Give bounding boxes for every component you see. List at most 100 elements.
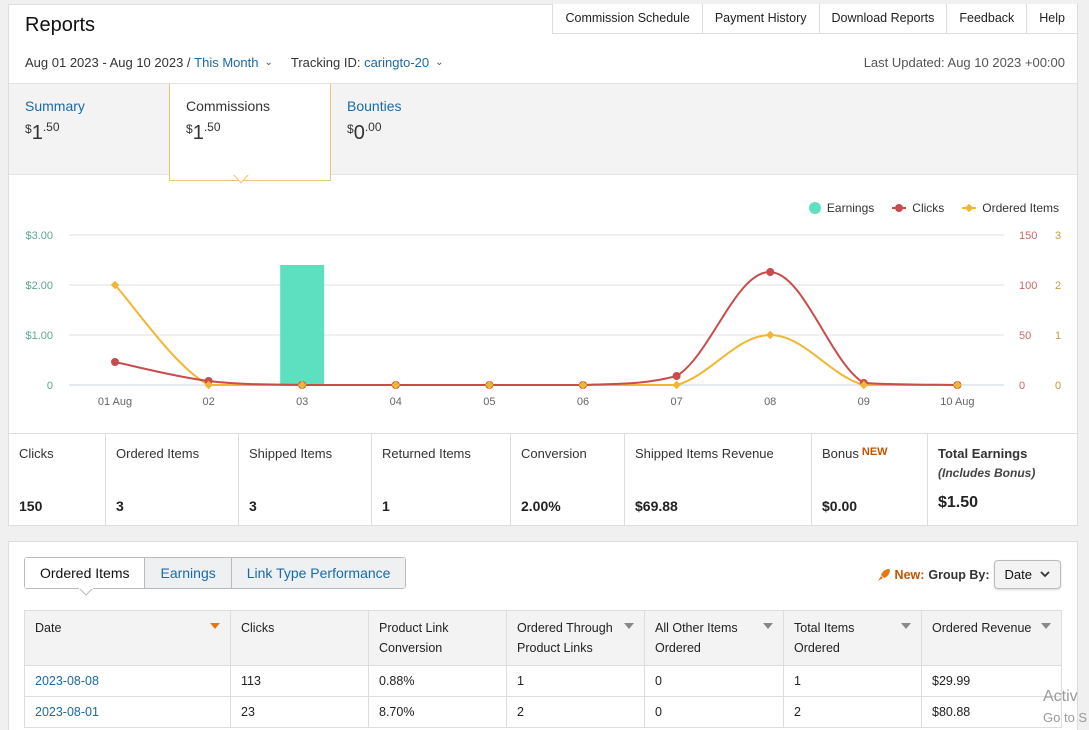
x-tick-label: 05: [483, 396, 495, 408]
ordered-items-point: [765, 330, 775, 340]
cell-conversion: 8.70%: [368, 696, 507, 728]
last-updated: Last Updated: Aug 10 2023 +00:00: [863, 55, 1065, 70]
stat-total-earnings: Total Earnings (Includes Bonus) $1.50: [938, 446, 1036, 511]
cell-revenue: $80.88: [921, 696, 1062, 728]
group-by-select[interactable]: Date: [993, 560, 1061, 589]
reports-panel: Reports Commission Schedule Payment Hist…: [8, 4, 1078, 526]
clicks-tick-label: 150: [1019, 230, 1037, 242]
earnings-bar: [280, 265, 325, 385]
nav-feedback[interactable]: Feedback: [946, 4, 1027, 33]
date-range: Aug 01 2023 - Aug 10 2023 /: [25, 55, 191, 70]
col-product-link-conversion[interactable]: Product Link Conversion: [368, 610, 507, 666]
tab-amount: $0.00: [347, 120, 382, 144]
x-tick-label: 09: [858, 396, 870, 408]
tracking-id-dropdown[interactable]: caringto-20: [364, 55, 430, 70]
tab-summary[interactable]: Summary $1.50: [9, 84, 169, 174]
sort-caret-icon[interactable]: [763, 623, 773, 629]
col-total-items[interactable]: Total Items Ordered: [783, 610, 922, 666]
clicks-tick-label: 0: [1019, 380, 1025, 392]
ordered-items-point: [578, 380, 588, 390]
active-report-tab-pointer-icon: [79, 588, 93, 596]
stat-bonus: Bonus NEW $0.00: [812, 434, 928, 525]
cell-clicks: 113: [230, 665, 369, 697]
stat-ordered-items: Ordered Items 3: [106, 434, 239, 525]
chevron-down-icon[interactable]: ⌄: [264, 57, 273, 68]
sort-caret-icon[interactable]: [1041, 623, 1051, 629]
sort-caret-icon[interactable]: [624, 623, 634, 629]
cell-ordered-through: 2: [506, 696, 645, 728]
activate-windows-watermark: Activ Go to S: [1043, 688, 1088, 725]
y-tick-label: $3.00: [25, 230, 53, 242]
report-tabs: Ordered Items Earnings Link Type Perform…: [24, 557, 407, 589]
tab-bounties[interactable]: Bounties $0.00: [331, 84, 491, 174]
tab-commissions[interactable]: Commissions $1.50: [169, 84, 331, 181]
new-label: New:: [894, 567, 925, 582]
page-title: Reports: [25, 14, 96, 36]
rocket-icon: [877, 568, 890, 581]
x-tick-label: 06: [577, 396, 589, 408]
clicks-point: [766, 268, 775, 276]
ordered-items-point: [297, 380, 307, 390]
cell-date[interactable]: 2023-08-08: [24, 665, 231, 697]
group-by: New: Group By: Date: [877, 560, 1061, 589]
ordered-items-point: [110, 280, 120, 290]
sort-caret-icon[interactable]: [901, 623, 911, 629]
x-tick-label: 08: [764, 396, 776, 408]
x-tick-label: 02: [202, 396, 214, 408]
cell-revenue: $29.99: [921, 665, 1062, 697]
legend-clicks[interactable]: Clicks: [892, 201, 944, 215]
stats-row: Clicks 150 Ordered Items 3 Shipped Items 3 …: [9, 433, 1077, 525]
clicks-tick-label: 50: [1019, 330, 1031, 342]
x-tick-label: 04: [390, 396, 402, 408]
tab-amount: $1.50: [25, 120, 60, 144]
col-ordered-through-links[interactable]: Ordered Through Product Links: [506, 610, 645, 666]
summary-tabs: Summary $1.50 Commissions $1.50 Bounties…: [9, 83, 1077, 181]
items-tick-label: 1: [1055, 330, 1061, 342]
col-ordered-revenue[interactable]: Ordered Revenue: [921, 610, 1062, 666]
filter-row: Aug 01 2023 - Aug 10 2023 / This Month ⌄…: [25, 55, 444, 70]
tab-ordered-items[interactable]: Ordered Items: [25, 558, 145, 588]
table-header-row: Date Clicks Product Link Conversion Orde…: [24, 610, 1062, 666]
table-row: 2023-08-08 113 0.88% 1 0 1 $29.99: [24, 665, 1062, 697]
chevron-down-icon[interactable]: ⌄: [435, 57, 444, 68]
ordered-items-point: [859, 380, 869, 390]
y-tick-label: $2.00: [25, 280, 53, 292]
stat-clicks: Clicks 150: [9, 434, 106, 525]
cell-date[interactable]: 2023-08-01: [24, 696, 231, 728]
items-tick-label: 2: [1055, 280, 1061, 292]
nav-download-reports[interactable]: Download Reports: [818, 4, 947, 33]
nav-help[interactable]: Help: [1026, 4, 1077, 33]
nav-commission-schedule[interactable]: Commission Schedule: [553, 4, 702, 33]
tab-label: Summary: [25, 98, 85, 114]
clicks-line: [114, 270, 958, 387]
clicks-tick-label: 100: [1019, 280, 1037, 292]
date-link[interactable]: 2023-08-08: [35, 674, 99, 688]
legend-ordered-items[interactable]: Ordered Items: [962, 201, 1059, 215]
top-nav: Commission Schedule Payment History Down…: [552, 4, 1078, 34]
tab-label: Bounties: [347, 98, 402, 114]
group-by-label: Group By:: [928, 567, 990, 582]
tab-earnings[interactable]: Earnings: [144, 558, 231, 588]
table-row: 2023-08-01 23 8.70% 2 0 2 $80.88: [24, 696, 1062, 728]
ordered-items-point: [204, 380, 213, 390]
stat-shipped-revenue: Shipped Items Revenue $69.88: [625, 434, 812, 525]
clicks-point: [672, 372, 681, 380]
sort-caret-icon[interactable]: [210, 623, 220, 629]
ordered-items-point: [391, 380, 401, 390]
col-all-other-items[interactable]: All Other Items Ordered: [644, 610, 784, 666]
col-date[interactable]: Date: [24, 610, 231, 666]
report-table-panel: Ordered Items Earnings Link Type Perform…: [8, 541, 1078, 730]
nav-payment-history[interactable]: Payment History: [701, 4, 819, 33]
tab-label: Commissions: [186, 98, 271, 114]
period-dropdown[interactable]: This Month: [194, 55, 259, 70]
tab-link-type-performance[interactable]: Link Type Performance: [230, 558, 406, 588]
cell-clicks: 23: [230, 696, 369, 728]
x-tick-label: 10 Aug: [940, 396, 974, 408]
col-clicks[interactable]: Clicks: [230, 610, 369, 666]
x-tick-label: 03: [296, 396, 308, 408]
cell-total-items: 1: [783, 665, 922, 697]
legend-earnings[interactable]: Earnings: [808, 201, 874, 215]
chevron-down-icon: [1040, 571, 1050, 578]
date-link[interactable]: 2023-08-01: [35, 705, 99, 719]
cell-ordered-through: 1: [506, 665, 645, 697]
